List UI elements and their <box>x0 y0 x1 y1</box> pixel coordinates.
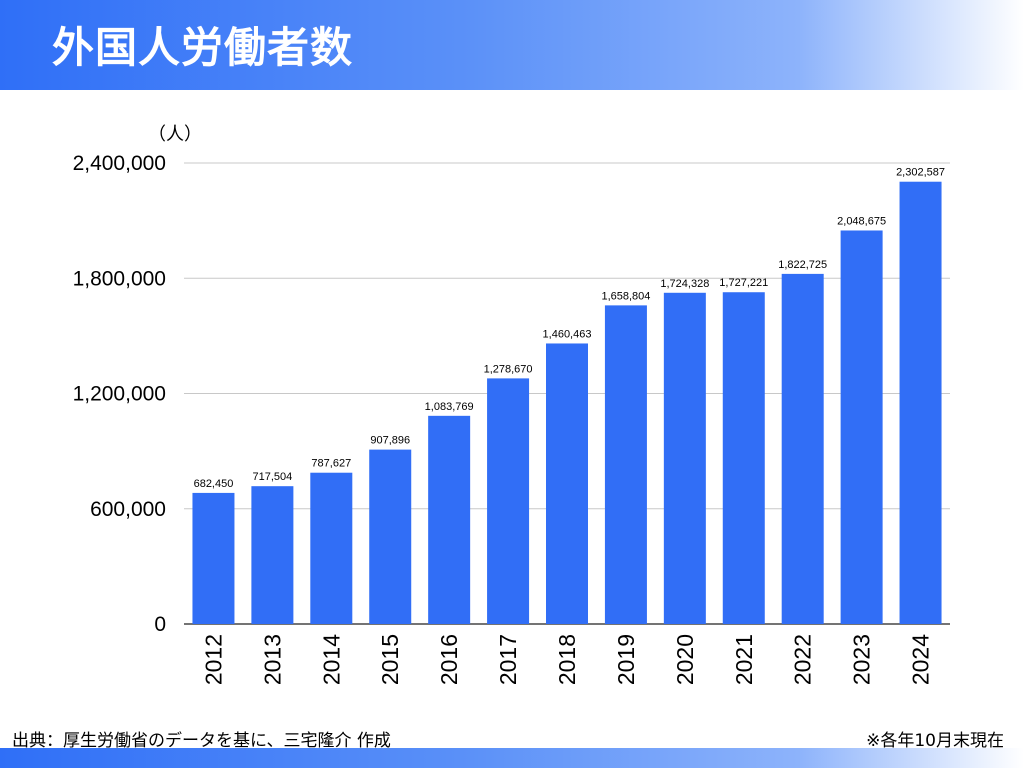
data-label: 2,048,675 <box>837 215 886 227</box>
x-tick-label: 2023 <box>849 634 875 685</box>
bar-2012 <box>192 492 235 624</box>
data-label: 1,822,725 <box>778 259 827 271</box>
bar-2015 <box>369 449 412 624</box>
data-label: 2,302,587 <box>896 167 945 179</box>
data-label: 1,278,670 <box>484 363 533 375</box>
data-label: 907,896 <box>370 435 410 447</box>
y-tick-label: 0 <box>154 613 166 636</box>
bar-2023 <box>840 230 883 624</box>
data-label: 1,083,769 <box>425 401 474 413</box>
bar-2017 <box>487 378 530 624</box>
bar-2024 <box>899 181 942 624</box>
source-note: 出典：厚生労働省のデータを基に、三宅隆介 作成 <box>12 731 391 751</box>
x-tick-label: 2013 <box>259 634 285 685</box>
data-label: 787,627 <box>311 458 351 470</box>
data-label: 1,658,804 <box>601 290 650 302</box>
data-label: 1,724,328 <box>660 278 709 290</box>
x-tick-label: 2016 <box>436 634 462 685</box>
date-note: ※各年10月末現在 <box>866 731 1004 751</box>
x-tick-label: 2014 <box>318 634 344 685</box>
bar-2014 <box>310 472 353 624</box>
x-tick-label: 2020 <box>672 634 698 685</box>
label-layer: 0 600,000 1,200,000 1,800,000 2,400,000 682,4… <box>73 152 945 685</box>
bar-chart: （人） 0 600,000 1,200,000 1,800,000 2,400,000 6… <box>73 124 950 685</box>
y-tick-label: 1,200,000 <box>73 383 166 406</box>
data-label: 1,460,463 <box>543 328 592 340</box>
x-tick-label: 2021 <box>731 634 757 685</box>
bar-2016 <box>428 415 471 624</box>
bar-2018 <box>546 343 588 624</box>
y-tick-label: 2,400,000 <box>73 152 166 175</box>
data-label: 682,450 <box>194 478 234 490</box>
bar-2022 <box>781 273 824 624</box>
header-banner: 外国人労働者数 <box>0 0 1024 90</box>
bar-layer <box>192 181 942 624</box>
bar-2013 <box>251 486 294 624</box>
x-tick-label: 2019 <box>613 634 639 685</box>
bar-2020 <box>663 292 706 624</box>
y-tick-label: 600,000 <box>90 498 166 521</box>
y-tick-label: 1,800,000 <box>73 267 166 290</box>
data-label: 1,727,221 <box>719 277 768 289</box>
x-tick-label: 2022 <box>790 634 816 685</box>
data-label: 717,504 <box>253 471 293 483</box>
x-tick-label: 2015 <box>377 634 403 685</box>
x-tick-label: 2018 <box>554 634 580 685</box>
page-title: 外国人労働者数 <box>52 23 354 72</box>
bar-2021 <box>722 292 765 624</box>
x-tick-label: 2012 <box>200 634 226 685</box>
x-tick-label: 2017 <box>495 634 521 685</box>
bar-2019 <box>604 305 647 624</box>
footer-bar <box>0 748 1024 768</box>
x-tick-label: 2024 <box>908 634 934 685</box>
y-unit-label: （人） <box>148 124 202 145</box>
